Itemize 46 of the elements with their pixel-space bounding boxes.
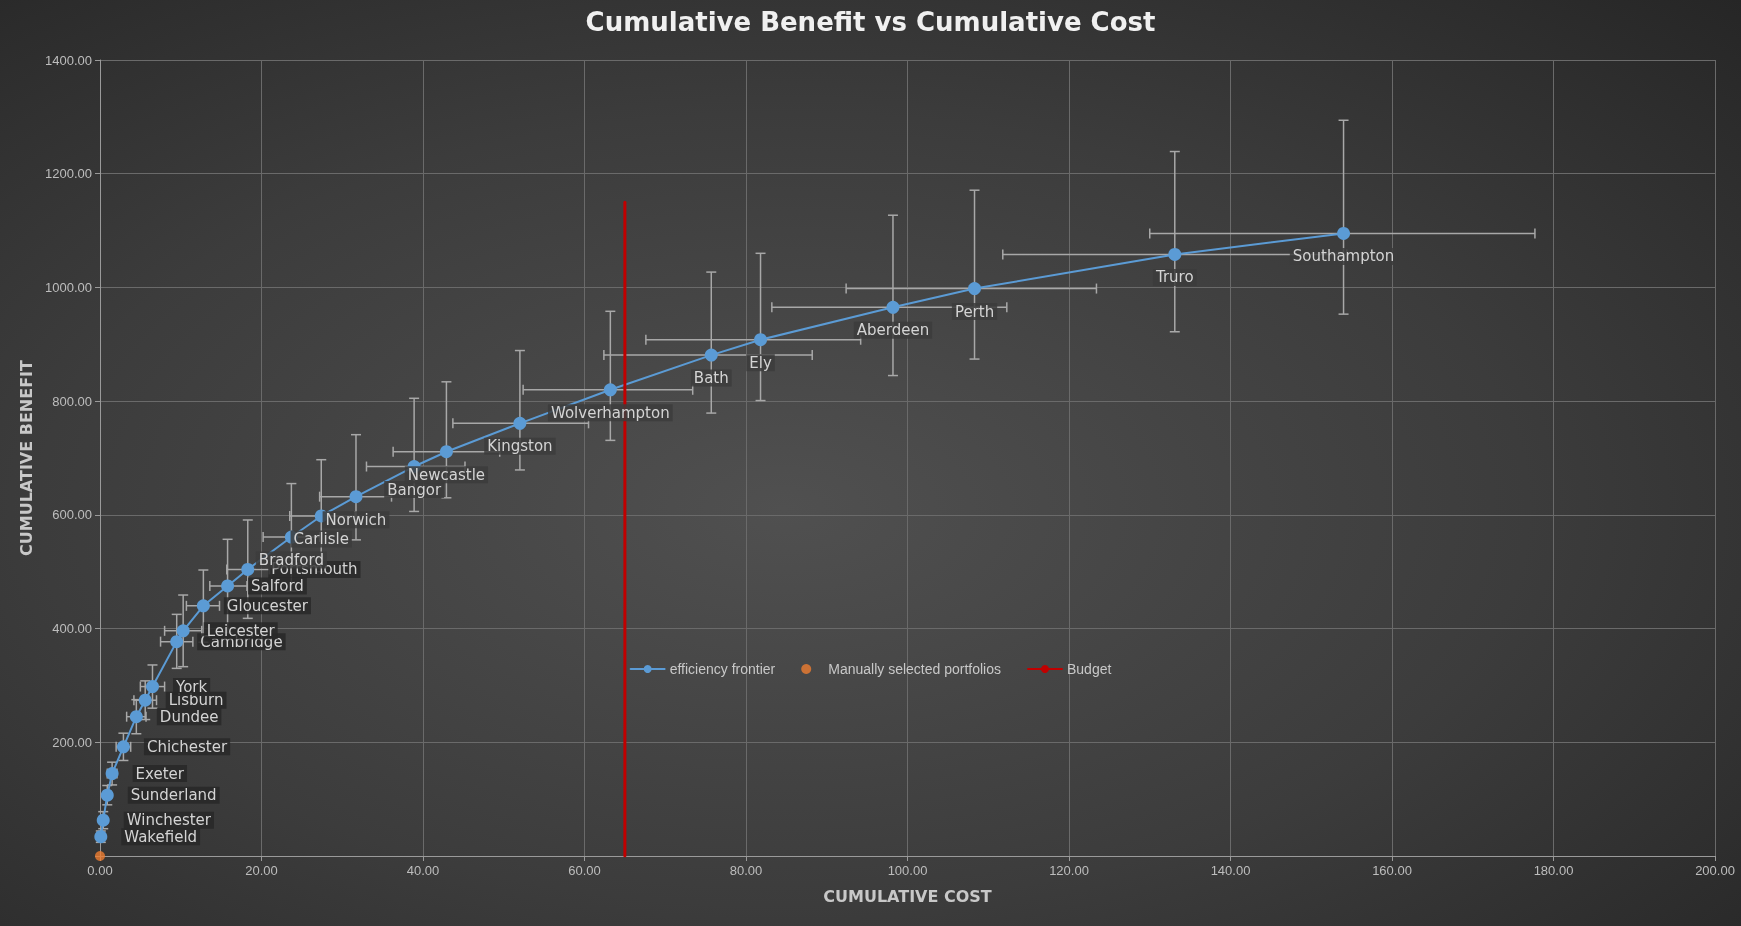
x-axis-title: CUMULATIVE COST	[823, 886, 992, 906]
x-tick-label: 0.00	[87, 863, 113, 878]
x-tick-label: 100.00	[887, 863, 928, 878]
data-label: Ely	[749, 353, 772, 372]
data-label: Gloucester	[226, 596, 309, 615]
x-tick-label: 20.00	[245, 863, 278, 878]
y-tick-label: 1200.00	[45, 166, 92, 182]
data-label: Chichester	[146, 737, 228, 756]
x-tick-label: 160.00	[1372, 863, 1412, 878]
y-tick-label: 400.00	[52, 621, 92, 637]
data-label: Perth	[954, 302, 995, 321]
x-tick-label: 180.00	[1533, 863, 1574, 878]
x-tick-label: 60.00	[568, 863, 601, 878]
data-label: Winchester	[126, 811, 212, 830]
y-axis-title: CUMULATIVE BENEFIT	[16, 359, 36, 556]
data-label: Wolverhampton	[550, 403, 670, 422]
data-label: York	[174, 677, 208, 696]
x-tick-label: 80.00	[729, 863, 763, 878]
data-label: Kingston	[487, 437, 553, 456]
data-label: Carlisle	[293, 529, 349, 548]
data-label: Sunderland	[130, 786, 217, 805]
data-label: Bangor	[387, 480, 442, 499]
data-label: Salford	[251, 576, 304, 595]
legend-label: Manually selected portfolios	[828, 661, 1001, 677]
data-label: Truro	[1154, 268, 1194, 287]
x-tick-label: 120.00	[1049, 863, 1089, 878]
y-tick-label: 600.00	[52, 507, 92, 523]
data-label: Norwich	[325, 510, 387, 529]
data-label: Southampton	[1292, 247, 1395, 266]
y-tick-label: 800.00	[52, 393, 92, 409]
x-tick-label: 40.00	[406, 863, 440, 878]
data-label: Bath	[693, 369, 729, 388]
legend-label: Budget	[1066, 661, 1112, 677]
data-label: Aberdeen	[856, 321, 930, 340]
data-label: Wakefield	[124, 827, 198, 846]
legend-label: efficiency frontier	[669, 661, 776, 677]
x-tick-label: 140.00	[1210, 863, 1251, 878]
chart-title: Cumulative Benefit vs Cumulative Cost	[585, 7, 1156, 37]
y-tick-label: 200.00	[52, 734, 92, 750]
y-tick-label: 1400.00	[45, 52, 92, 68]
y-tick-label: 1000.00	[45, 279, 92, 295]
data-label: Lisburn	[168, 691, 224, 710]
data-label: Dundee	[159, 707, 219, 726]
x-tick-label: 200.00	[1695, 863, 1735, 878]
data-label: Newcastle	[407, 465, 486, 484]
data-label: Exeter	[135, 764, 185, 783]
